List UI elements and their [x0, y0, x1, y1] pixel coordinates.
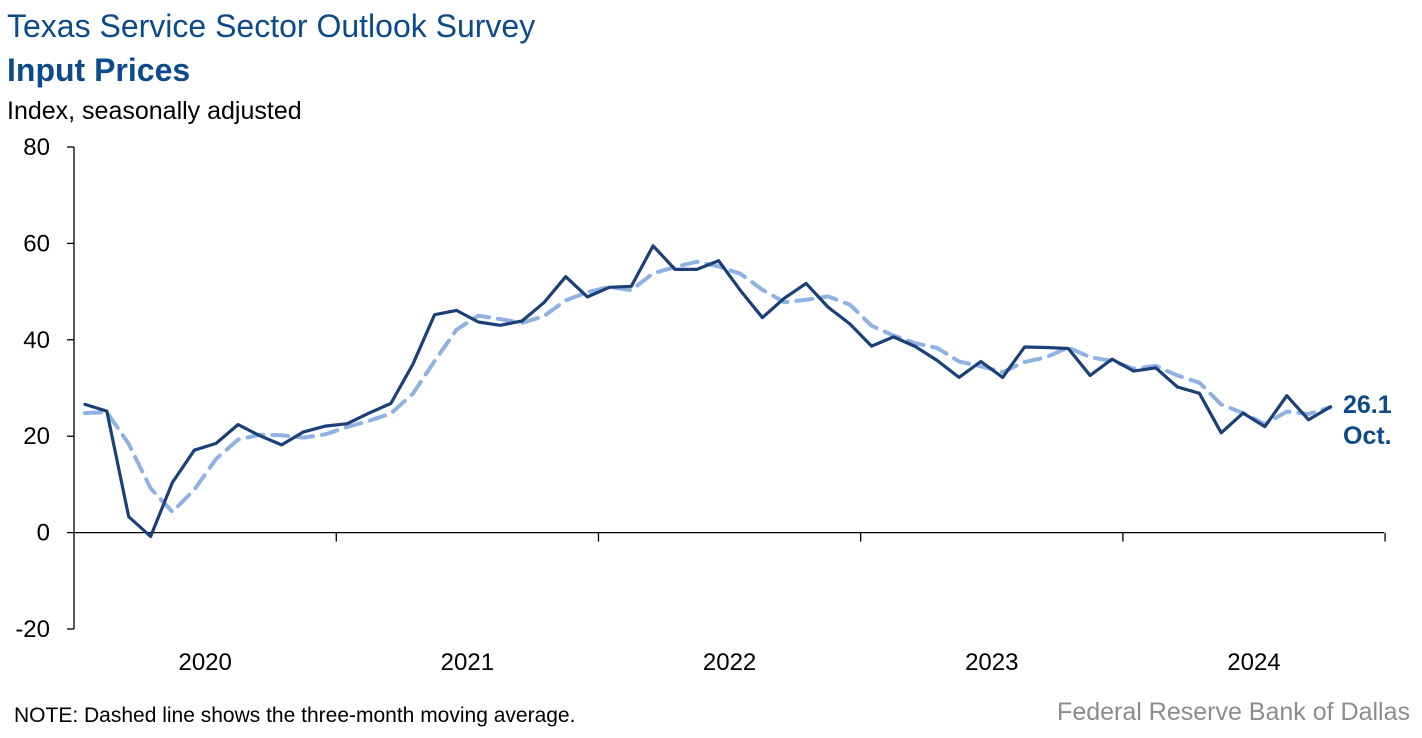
latest-month: Oct. — [1343, 422, 1392, 450]
x-tick-label: 2021 — [441, 649, 494, 676]
chart-note: NOTE: Dashed line shows the three-month … — [14, 704, 576, 727]
axes: -20 0 20 40 60 80 2020 2021 2022 2023 2024 — [15, 134, 1386, 676]
chart-title: Texas Service Sector Outlook Survey — [7, 8, 536, 44]
y-tick-label: 60 — [23, 230, 50, 257]
y-tick-label: 0 — [37, 520, 50, 547]
x-tick-label: 2024 — [1227, 649, 1280, 676]
y-tick-label: 20 — [23, 423, 50, 450]
chart-subtitle: Input Prices — [7, 52, 191, 88]
x-tick-label: 2022 — [703, 649, 756, 676]
y-tick-label: 40 — [23, 327, 50, 354]
input-prices-series — [83, 244, 1333, 539]
y-tick-label: -20 — [15, 616, 50, 643]
source-credit: Federal Reserve Bank of Dallas — [1057, 698, 1410, 726]
latest-value: 26.1 — [1343, 391, 1392, 419]
y-axis-unit-label: Index, seasonally adjusted — [7, 97, 302, 125]
latest-value-label: 26.1 Oct. — [1343, 390, 1392, 452]
series-ma-line — [83, 259, 1333, 514]
x-tick-label: 2023 — [965, 649, 1018, 676]
series-actual-line — [83, 244, 1333, 539]
y-tick-label: 80 — [23, 134, 50, 161]
moving-average-series — [83, 259, 1333, 514]
x-tick-label: 2020 — [178, 649, 231, 676]
